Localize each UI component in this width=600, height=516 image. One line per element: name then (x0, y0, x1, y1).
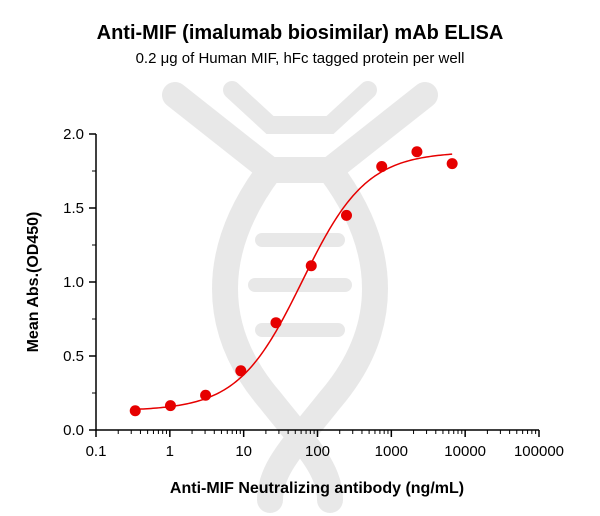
x-axis-ticks: 0.1 1 10 100 1000 10000 100000 (86, 430, 564, 460)
dna-watermark-logo (162, 81, 438, 513)
x-tick-label: 10000 (444, 443, 486, 460)
chart-subtitle: 0.2 μg of Human MIF, hFc tagged protein … (135, 50, 465, 67)
x-tick-label: 1 (166, 443, 174, 460)
data-point (376, 161, 388, 173)
data-point (235, 365, 247, 377)
fit-curve (135, 153, 453, 411)
x-tick-label: 1000 (375, 443, 408, 460)
data-points (129, 146, 458, 417)
data-point (446, 158, 458, 170)
y-axis-label: Mean Abs.(OD450) (25, 212, 42, 353)
y-tick-label: 0.5 (63, 348, 84, 365)
data-point (411, 146, 423, 158)
data-point (340, 209, 352, 221)
data-point (129, 405, 141, 417)
y-tick-label: 1.0 (63, 274, 84, 291)
x-tick-label: 0.1 (86, 443, 107, 460)
y-axis-ticks: 0.0 0.5 1.0 1.5 2.0 (63, 126, 96, 439)
chart-title: Anti-MIF (imalumab biosimilar) mAb ELISA (96, 22, 504, 44)
y-tick-label: 0.0 (63, 422, 84, 439)
y-tick-label: 2.0 (63, 126, 84, 143)
x-tick-label: 100000 (514, 443, 564, 460)
x-axis-label: Anti-MIF Neutralizing antibody (ng/mL) (170, 480, 464, 497)
data-point (200, 389, 212, 401)
x-tick-label: 10 (235, 443, 252, 460)
data-point (305, 260, 317, 272)
data-point (270, 317, 282, 329)
y-tick-label: 1.5 (63, 200, 84, 217)
x-tick-label: 100 (305, 443, 330, 460)
data-point (164, 400, 176, 412)
